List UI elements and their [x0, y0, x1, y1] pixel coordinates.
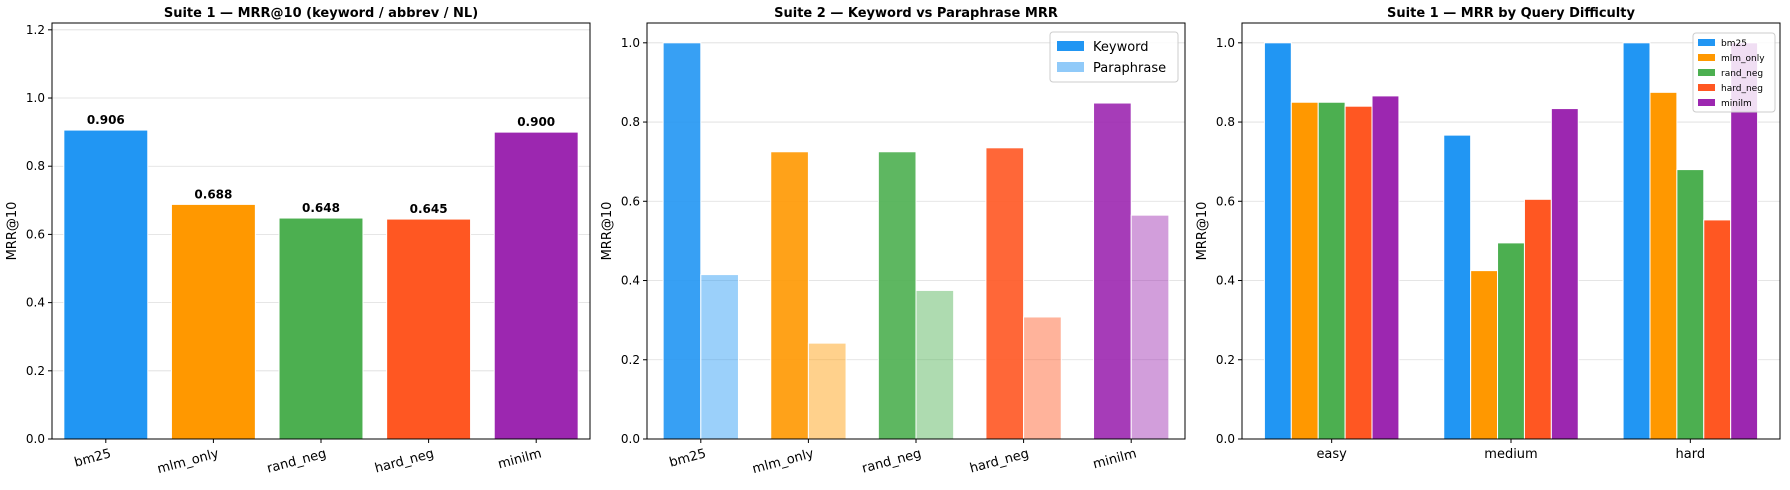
y-tick-label: 0.0	[621, 432, 640, 446]
y-tick-label: 0.4	[621, 274, 640, 288]
chart-panel-3: 0.0 0.2 0.4 0.6 0.8 1.0 easy medium hard MRR@10 Su…	[1195, 6, 1781, 462]
x-tick-label-mlm_only: mlm_only	[156, 446, 221, 477]
bar-easy-minilm	[1371, 95, 1400, 440]
bar-minilm	[493, 131, 579, 440]
data-label-mlm_only: 0.688	[194, 187, 232, 201]
y-tick-label: 1.0	[621, 36, 640, 50]
y-tick-label: 0.6	[1216, 194, 1235, 208]
chart-panel-1: 0.906 0.688 0.648 0.645 0.900 0.0 0.2 0.4 0.6 0.8…	[5, 6, 591, 477]
y-tick-label: 0.8	[26, 159, 45, 173]
y-tick-label: 0.8	[621, 115, 640, 129]
y-tick-label: 0.0	[1216, 432, 1235, 446]
x-tick-label-hard_neg: hard_neg	[968, 446, 1030, 476]
x-tick-label-bm25: bm25	[668, 446, 708, 470]
bar-hard-rand_neg	[1676, 169, 1705, 440]
bar-hard_neg-keyword	[985, 147, 1025, 440]
bar-medium-bm25	[1443, 134, 1472, 440]
legend-swatch-paraphrase	[1057, 62, 1084, 72]
bar-hard-mlm_only	[1649, 91, 1678, 440]
legend-swatch-mlm_only	[1698, 54, 1715, 61]
y-tick-label: 0.2	[26, 364, 45, 378]
bar-medium-mlm_only	[1470, 270, 1499, 440]
y-axis-label: MRR@10	[1195, 202, 1210, 261]
bar-easy-bm25	[1263, 42, 1292, 440]
y-tick-label: 0.4	[1216, 274, 1235, 288]
y-tick-label: 1.2	[26, 23, 45, 37]
chart-panel-2: 0.0 0.2 0.4 0.6 0.8 1.0 bm25 mlm_only rand_neg ha…	[600, 6, 1186, 477]
bar-easy-rand_neg	[1317, 101, 1346, 440]
x-tick-label-minilm: minilm	[1091, 446, 1138, 472]
legend-label-rand_neg: rand_neg	[1721, 69, 1763, 79]
y-axis-label: MRR@10	[5, 202, 20, 261]
y-tick-label: 0.2	[621, 353, 640, 367]
chart-title: Suite 1 — MRR by Query Difficulty	[1387, 6, 1635, 21]
chart-title: Suite 1 — MRR@10 (keyword / abbrev / NL)	[164, 6, 478, 21]
bar-bm25-keyword	[662, 42, 702, 440]
data-label-minilm: 0.900	[517, 115, 555, 129]
bar-rand_neg-paraphrase	[915, 289, 955, 440]
bar-hard-hard_neg	[1703, 219, 1732, 440]
x-tick-label-hard_neg: hard_neg	[373, 446, 435, 476]
bar-medium-rand_neg	[1497, 242, 1525, 440]
y-tick-label: 0.4	[26, 296, 45, 310]
legend-label-mlm_only: mlm_only	[1721, 54, 1765, 64]
data-label-rand_neg: 0.648	[302, 201, 340, 215]
bar-hard-bm25	[1622, 42, 1651, 440]
x-tick-label-minilm: minilm	[496, 446, 543, 472]
bar-bm25	[63, 129, 149, 440]
x-tick-label-medium: medium	[1484, 447, 1537, 462]
chart-title: Suite 2 — Keyword vs Paraphrase MRR	[774, 6, 1058, 21]
bar-minilm-paraphrase	[1130, 214, 1170, 440]
y-tick-label: 1.0	[1216, 36, 1235, 50]
bar-mlm_only-paraphrase	[807, 342, 847, 440]
bar-rand_neg-keyword	[877, 151, 917, 440]
y-tick-label: 0.6	[621, 194, 640, 208]
legend-label-paraphrase: Paraphrase	[1093, 61, 1166, 76]
legend-swatch-rand_neg	[1698, 69, 1715, 76]
x-tick-label-hard: hard	[1676, 447, 1706, 462]
x-tick-label-mlm_only: mlm_only	[751, 446, 816, 477]
legend-label-keyword: Keyword	[1093, 40, 1149, 55]
x-tick-label-bm25: bm25	[73, 446, 113, 470]
legend-swatch-minilm	[1698, 99, 1715, 106]
legend-label-hard_neg: hard_neg	[1721, 84, 1763, 94]
data-label-bm25: 0.906	[87, 113, 125, 127]
y-tick-label: 1.0	[26, 91, 45, 105]
bar-hard_neg-paraphrase	[1023, 316, 1062, 440]
legend-swatch-keyword	[1057, 41, 1084, 51]
y-tick-label: 0.6	[26, 227, 45, 241]
bar-medium-minilm	[1550, 108, 1579, 440]
bar-hard_neg	[386, 218, 472, 440]
legend: Keyword Paraphrase	[1049, 31, 1179, 83]
x-tick-label-easy: easy	[1316, 447, 1347, 462]
data-label-hard_neg: 0.645	[410, 202, 448, 216]
y-axis-label: MRR@10	[600, 202, 615, 261]
bar-medium-hard_neg	[1523, 198, 1552, 440]
legend-box	[1692, 32, 1776, 113]
legend-label-bm25: bm25	[1721, 39, 1747, 49]
bar-mlm_only-keyword	[770, 151, 809, 440]
bar-bm25-paraphrase	[700, 274, 739, 440]
legend-swatch-hard_neg	[1698, 84, 1715, 91]
legend-swatch-bm25	[1698, 39, 1715, 46]
bar-mlm_only	[170, 203, 256, 440]
bar-easy-mlm_only	[1290, 101, 1319, 440]
y-tick-label: 0.8	[1216, 115, 1235, 129]
bar-minilm-keyword	[1093, 102, 1132, 440]
y-tick-label: 0.2	[1216, 353, 1235, 367]
x-tick-label-rand_neg: rand_neg	[860, 446, 923, 476]
x-tick-label-rand_neg: rand_neg	[265, 446, 328, 476]
bar-easy-hard_neg	[1344, 105, 1373, 440]
y-tick-label: 0.0	[26, 432, 45, 446]
legend-label-minilm: minilm	[1721, 99, 1752, 109]
bar-rand_neg	[278, 217, 364, 440]
